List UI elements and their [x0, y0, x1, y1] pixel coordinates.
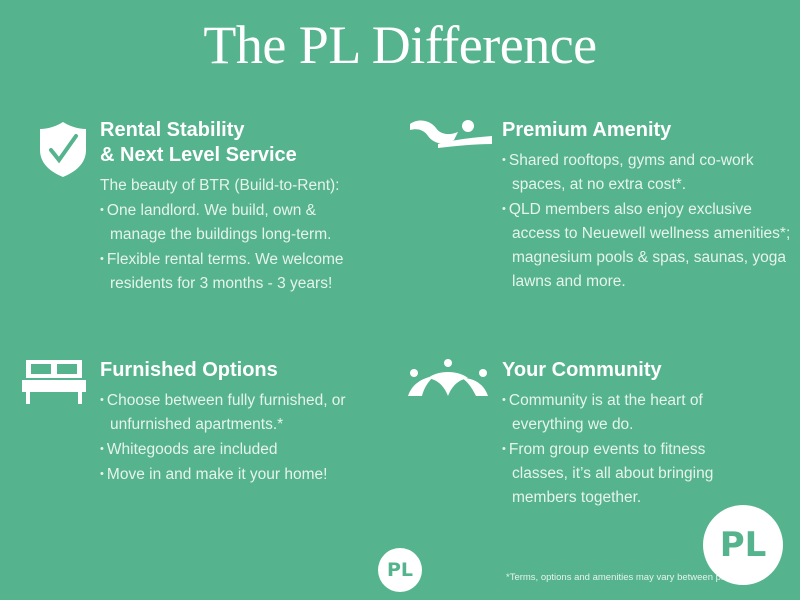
section-rental-stability: Rental Stability & Next Level Service The… [100, 118, 390, 296]
section-heading: Furnished Options [100, 359, 278, 381]
logo-large: PL [703, 505, 783, 585]
bullet: QLD members also enjoy exclusive access … [502, 197, 797, 294]
footnote: *Terms, options and amenities may vary b… [506, 572, 761, 583]
bullet: Shared rooftops, gyms and co-work spaces… [502, 148, 777, 197]
bullet: From group events to fitness classes, it… [502, 437, 752, 510]
swimmer-icon [410, 120, 492, 148]
bullet: Community is at the heart of everything … [502, 388, 747, 437]
section-your-community: Your Community Community is at the heart… [502, 358, 782, 510]
shield-check-icon [40, 122, 86, 177]
page-title: The PL Difference [203, 15, 597, 75]
section-premium-amenity: Premium Amenity Shared rooftops, gyms an… [502, 118, 792, 294]
section-heading: Rental Stability & Next Level Service [100, 119, 297, 166]
logo-small: PL [378, 548, 422, 592]
bullet: Whitegoods are included [100, 437, 390, 462]
section-intro: The beauty of BTR (Build-to-Rent): [100, 177, 340, 194]
bullet: Move in and make it your home! [100, 462, 390, 487]
bullet: Choose between fully furnished, or unfur… [100, 388, 370, 437]
section-heading: Premium Amenity [502, 119, 672, 141]
section-furnished-options: Furnished Options Choose between fully f… [100, 358, 390, 487]
section-heading: Your Community [502, 359, 662, 381]
community-icon [408, 359, 488, 396]
bed-icon [22, 360, 86, 404]
bullet: One landlord. We build, own & manage the… [100, 198, 360, 247]
bullet: Flexible rental terms. We welcome reside… [100, 247, 385, 296]
